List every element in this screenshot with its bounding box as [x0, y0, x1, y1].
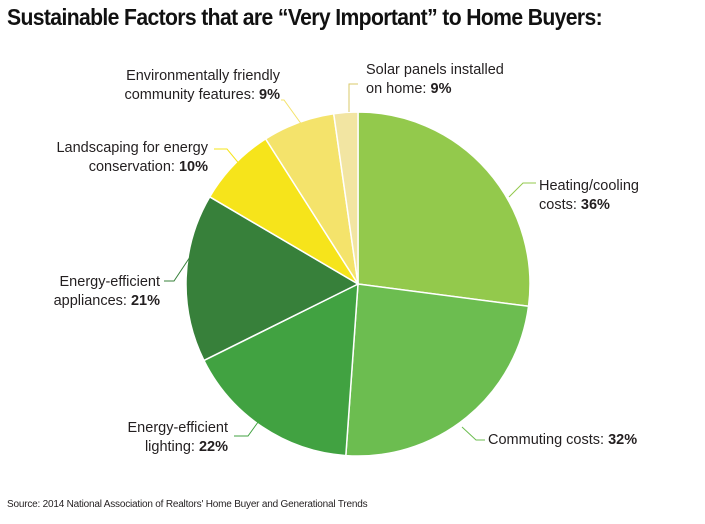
- slice-percent-label: 36%: [581, 197, 610, 213]
- slice-label-line1: Energy-efficient: [60, 274, 160, 290]
- pie-slice: [345, 283, 530, 457]
- pie-slice: [202, 282, 359, 457]
- slice-label: Solar panels installed on home: 9%: [366, 62, 504, 97]
- slice-percent-label: 9%: [431, 81, 452, 97]
- leader-line: [234, 417, 262, 437]
- chart-title: Sustainable Factors that are “Very Impor…: [7, 4, 603, 30]
- slice-label: Energy-efficient appliances: 21%: [54, 274, 161, 309]
- slice-label: Commuting costs: 32%: [488, 432, 637, 448]
- slice-percent-label: 22%: [199, 439, 228, 455]
- source-note: Source: 2014 National Association of Rea…: [7, 499, 368, 510]
- slice-label-line2: conservation:: [89, 159, 179, 175]
- slice-percent-label: 10%: [179, 159, 208, 175]
- slice-label: Landscaping for energy conservation: 10%: [56, 140, 208, 175]
- slice-percent-label: 21%: [131, 293, 160, 309]
- slice-label-line1: Energy-efficient: [128, 420, 228, 436]
- slice-label-line1: Landscaping for energy: [56, 140, 208, 156]
- slice-label-line1: Commuting costs:: [488, 432, 608, 448]
- slice-label-line2: on home:: [366, 81, 431, 97]
- pie-slice: [332, 111, 359, 285]
- slice-label-line2: community features:: [124, 87, 259, 103]
- leader-line: [214, 148, 242, 167]
- leader-line: [461, 426, 485, 441]
- pie-slice: [357, 111, 531, 308]
- slice-label: Heating/cooling costs: 36%: [539, 178, 639, 213]
- leader-line: [508, 182, 536, 198]
- pie-slice: [185, 195, 360, 362]
- slice-label-line2: costs:: [539, 197, 581, 213]
- slice-label-line1: Solar panels installed: [366, 62, 504, 78]
- slice-label-line2: lighting:: [145, 439, 199, 455]
- slice-percent-label: 9%: [259, 87, 280, 103]
- leader-line: [164, 256, 191, 282]
- slice-label: Environmentally friendly community featur…: [124, 68, 280, 103]
- slice-label-line1: Heating/cooling: [539, 178, 639, 194]
- slice-label-line2: appliances:: [54, 293, 131, 309]
- slice-label-line1: Environmentally friendly: [126, 68, 281, 84]
- leader-line: [348, 83, 358, 112]
- slice-label: Energy-efficient lighting: 22%: [128, 420, 229, 455]
- slice-percent-label: 32%: [608, 432, 637, 448]
- leader-line: [281, 99, 303, 126]
